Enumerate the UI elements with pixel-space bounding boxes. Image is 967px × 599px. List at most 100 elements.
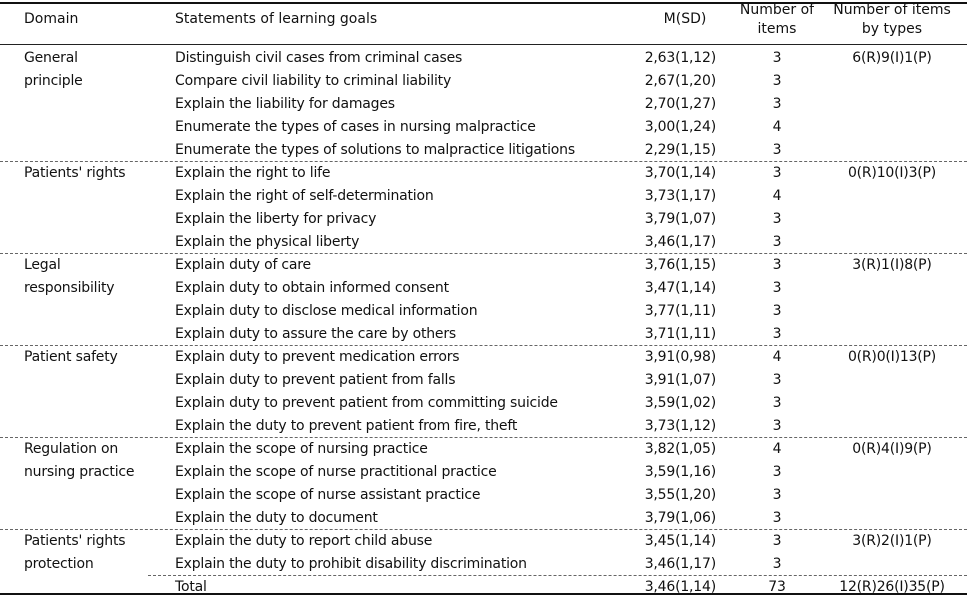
- msd-cell: 3,59(1,02): [644, 395, 716, 411]
- msd-cell: 3,91(1,07): [644, 372, 716, 388]
- msd-cell: 3,55(1,20): [644, 487, 716, 503]
- total-label: Total: [175, 579, 207, 595]
- msd-cell: 3,77(1,11): [644, 303, 716, 319]
- statement-cell: Compare civil liability to criminal liab…: [175, 73, 452, 89]
- domain-label: nursing practice: [24, 464, 135, 480]
- group-separator: [0, 437, 967, 438]
- item-count-cell: 3: [772, 556, 782, 572]
- table-bottom-rule: [0, 593, 967, 595]
- group-separator: [148, 575, 967, 576]
- items-by-types: 0(R)0(I)13(P): [847, 349, 937, 365]
- domain-label: principle: [24, 73, 83, 89]
- items-by-types: 3(R)2(I)1(P): [852, 533, 932, 549]
- msd-cell: 3,79(1,06): [644, 510, 716, 526]
- statement-cell: Explain the duty to prohibit disability …: [175, 556, 527, 572]
- statement-cell: Explain the physical liberty: [175, 234, 360, 250]
- total-by-types: 12(R)26(I)35(P): [839, 579, 945, 595]
- statement-cell: Explain the scope of nurse assistant pra…: [175, 487, 481, 503]
- msd-cell: 3,73(1,12): [644, 418, 716, 434]
- item-count-cell: 3: [772, 234, 782, 250]
- item-count-cell: 3: [772, 464, 782, 480]
- msd-cell: 2,67(1,20): [644, 73, 716, 89]
- item-count-cell: 3: [772, 96, 782, 112]
- items-by-types: 3(R)1(I)8(P): [852, 257, 932, 273]
- header-number-of-items-line2: items: [757, 21, 797, 37]
- msd-cell: 3,46(1,17): [644, 234, 716, 250]
- statement-cell: Enumerate the types of cases in nursing …: [175, 119, 536, 135]
- item-count-cell: 4: [772, 188, 782, 204]
- item-count-cell: 3: [772, 303, 782, 319]
- msd-cell: 3,70(1,14): [644, 165, 716, 181]
- statement-cell: Explain the duty to report child abuse: [175, 533, 433, 549]
- header-statements: Statements of learning goals: [175, 11, 378, 27]
- item-count-cell: 3: [772, 510, 782, 526]
- msd-cell: 3,76(1,15): [644, 257, 716, 273]
- statement-cell: Explain duty to prevent patient from com…: [175, 395, 558, 411]
- header-items-by-types-line1: Number of items: [833, 2, 951, 18]
- statement-cell: Explain the scope of nurse practitional …: [175, 464, 497, 480]
- msd-cell: 2,29(1,15): [644, 142, 716, 158]
- domain-label: protection: [24, 556, 94, 572]
- item-count-cell: 3: [772, 73, 782, 89]
- header-domain: Domain: [24, 11, 79, 27]
- item-count-cell: 3: [772, 211, 782, 227]
- header-number-of-items-line1: Number of: [739, 2, 815, 18]
- msd-cell: 2,70(1,27): [644, 96, 716, 112]
- total-msd: 3,46(1,14): [644, 579, 716, 595]
- item-count-cell: 3: [772, 280, 782, 296]
- statement-cell: Explain the liability for damages: [175, 96, 395, 112]
- statement-cell: Explain the duty to document: [175, 510, 378, 526]
- msd-cell: 3,46(1,17): [644, 556, 716, 572]
- items-by-types: 0(R)4(I)9(P): [852, 441, 932, 457]
- total-items: 73: [768, 579, 786, 595]
- group-separator: [0, 345, 967, 346]
- item-count-cell: 3: [772, 418, 782, 434]
- item-count-cell: 3: [772, 487, 782, 503]
- item-count-cell: 3: [772, 326, 782, 342]
- statement-cell: Explain the liberty for privacy: [175, 211, 377, 227]
- group-separator: [0, 529, 967, 530]
- msd-cell: 3,00(1,24): [644, 119, 716, 135]
- domain-label: Patients' rights: [24, 165, 126, 181]
- statement-cell: Explain duty to obtain informed consent: [175, 280, 449, 296]
- statement-cell: Explain the scope of nursing practice: [175, 441, 428, 457]
- item-count-cell: 3: [772, 257, 782, 273]
- msd-cell: 3,59(1,16): [644, 464, 716, 480]
- item-count-cell: 3: [772, 165, 782, 181]
- statement-cell: Explain the duty to prevent patient from…: [175, 418, 518, 434]
- domain-label: Patients' rights: [24, 533, 126, 549]
- item-count-cell: 4: [772, 349, 782, 365]
- header-msd: M(SD): [663, 11, 707, 27]
- msd-cell: 3,45(1,14): [644, 533, 716, 549]
- item-count-cell: 4: [772, 119, 782, 135]
- statement-cell: Explain duty to prevent patient from fal…: [175, 372, 456, 388]
- statement-cell: Explain the right to life: [175, 165, 331, 181]
- header-bottom-rule: [0, 44, 967, 45]
- msd-cell: 3,73(1,17): [644, 188, 716, 204]
- msd-cell: 3,82(1,05): [644, 441, 716, 457]
- item-count-cell: 3: [772, 50, 782, 66]
- statement-cell: Explain duty to prevent medication error…: [175, 349, 460, 365]
- msd-cell: 3,47(1,14): [644, 280, 716, 296]
- item-count-cell: 3: [772, 142, 782, 158]
- statement-cell: Explain duty of care: [175, 257, 311, 273]
- statement-cell: Explain duty to assure the care by other…: [175, 326, 456, 342]
- msd-cell: 2,63(1,12): [644, 50, 716, 66]
- domain-label: Patient safety: [24, 349, 118, 365]
- item-count-cell: 3: [772, 372, 782, 388]
- table-top-rule: [0, 2, 967, 4]
- header-items-by-types-line2: by types: [861, 21, 923, 37]
- domain-label: responsibility: [24, 280, 115, 296]
- msd-cell: 3,91(0,98): [644, 349, 716, 365]
- group-separator: [0, 253, 967, 254]
- statement-cell: Distinguish civil cases from criminal ca…: [175, 50, 463, 66]
- statement-cell: Enumerate the types of solutions to malp…: [175, 142, 575, 158]
- msd-cell: 3,79(1,07): [644, 211, 716, 227]
- statement-cell: Explain the right of self-determination: [175, 188, 434, 204]
- msd-cell: 3,71(1,11): [644, 326, 716, 342]
- item-count-cell: 3: [772, 533, 782, 549]
- items-by-types: 0(R)10(I)3(P): [847, 165, 937, 181]
- domain-label: Regulation on: [24, 441, 119, 457]
- items-by-types: 6(R)9(I)1(P): [852, 50, 932, 66]
